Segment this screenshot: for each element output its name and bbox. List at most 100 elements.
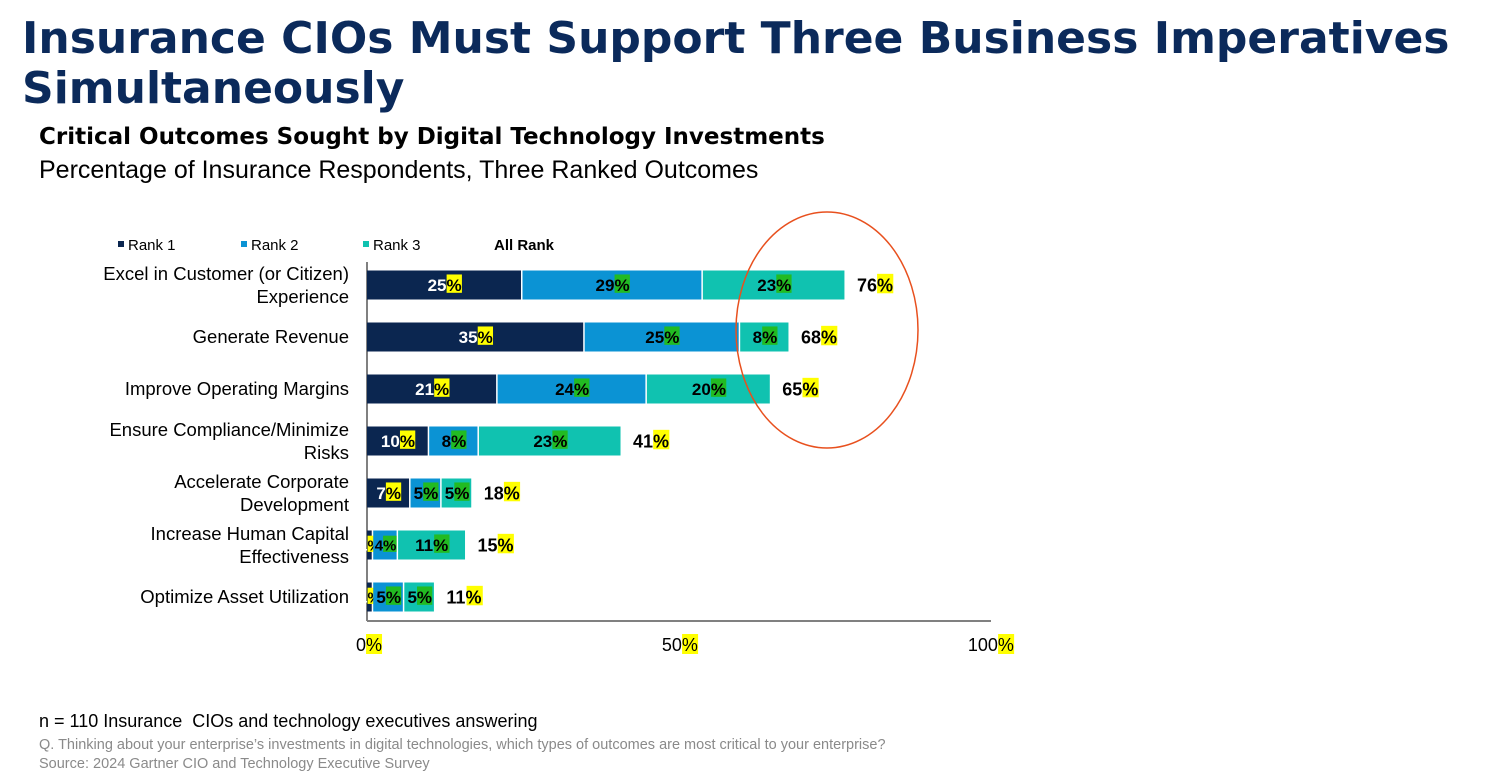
category-label: Accelerate Corporate Development [174, 471, 349, 515]
source-note: Source: 2024 Gartner CIO and Technology … [39, 756, 430, 772]
legend-label-all-rank: All Rank [494, 237, 555, 254]
total-value-label-text: 76% [857, 275, 893, 295]
x-tick-label: 50% [662, 634, 699, 655]
category-label: Improve Operating Margins [125, 378, 349, 399]
bar-value-label-text: 5% [376, 588, 401, 607]
category-label: Increase Human Capital Effectiveness [151, 523, 349, 567]
category-label: Optimize Asset Utilization [140, 586, 349, 607]
bar-value-label-text: 23% [533, 432, 567, 451]
bar-value-label-text: 25% [645, 328, 679, 347]
bar-value-label: 29% [596, 274, 630, 295]
category-label: Excel in Customer (or Citizen) Experience [103, 263, 349, 307]
bar-value-label-text: 10% [381, 432, 415, 451]
bar-value-label: 5% [445, 482, 470, 503]
x-tick-text: 0% [356, 635, 382, 655]
category-label: Ensure Compliance/Minimize Risks [109, 419, 349, 463]
bar-value-label-text: 21% [415, 380, 449, 399]
bar-value-label-text: 11% [415, 536, 448, 555]
bar-rank1 [367, 374, 497, 404]
bar-value-label: 20% [692, 378, 727, 399]
bar-rank3 [478, 426, 621, 456]
bar-rank2 [584, 322, 739, 352]
x-tick-text: 100% [968, 635, 1014, 655]
total-value-label-text: 18% [484, 483, 520, 503]
bar-value-label-highlight [776, 274, 792, 293]
survey-question: Q. Thinking about your enterprise’s inve… [39, 737, 886, 753]
chart-subtitle: Percentage of Insurance Respondents, Thr… [39, 156, 759, 184]
legend-swatch-rank2 [241, 241, 247, 247]
bar-value-label: 5% [414, 482, 439, 503]
legend-swatch-rank3 [363, 241, 369, 247]
bar-value-label: 5% [407, 586, 433, 607]
bar-value-label: 25% [645, 326, 680, 347]
bar-value-label-text: 5% [414, 484, 439, 503]
page-title: Insurance CIOs Must Support Three Busine… [22, 13, 1450, 114]
x-tick-highlight [998, 634, 1015, 654]
total-value-label-highlight [802, 377, 819, 398]
bar-value-label-text: 4% [375, 537, 397, 554]
total-value-label-text: 15% [478, 535, 514, 555]
bar-value-label-highlight [434, 534, 450, 553]
bar-value-label: 21% [415, 378, 450, 399]
total-value-label-highlight [653, 429, 670, 450]
bar-value-label-text: 23% [757, 276, 791, 295]
bar-value-label-text: 35% [459, 328, 493, 347]
bar-value-label: 8% [442, 430, 467, 451]
bar-value-label: 23% [757, 274, 792, 295]
bar-value-label-text: 5% [445, 484, 470, 503]
bar-value-label-highlight [614, 274, 630, 293]
bar-value-label-highlight [423, 482, 439, 501]
bar-value-label-text: 24% [555, 380, 589, 399]
bar-value-label-highlight [574, 378, 590, 397]
bar-value-label-highlight [552, 430, 568, 449]
total-value-label: 41% [633, 429, 670, 451]
bar-value-label: 7% [376, 482, 402, 503]
total-value-label: 18% [484, 481, 521, 503]
legend-label-rank2: Rank 2 [251, 237, 299, 254]
bar-value-label: 4% [375, 535, 397, 554]
bar-rank3 [646, 374, 770, 404]
bar-value-label-text: 25% [428, 276, 462, 295]
x-tick-highlight [366, 634, 383, 654]
bar-value-label-highlight [446, 274, 462, 293]
bar-value-label-text: 20% [692, 380, 726, 399]
bar-rank2 [497, 374, 646, 404]
bar-value-label-highlight [434, 378, 450, 397]
total-value-label-text: 41% [633, 431, 669, 451]
total-value-label-highlight [503, 481, 521, 502]
bar-value-label: 8% [753, 326, 778, 347]
bar-value-label-text: 5% [407, 588, 432, 607]
bar-value-label: 10% [381, 430, 416, 451]
total-value-label-text: 65% [782, 379, 818, 399]
bar-value-label: 35% [459, 326, 494, 347]
bar-value-label: 24% [555, 378, 590, 399]
bar-value-label-highlight [399, 430, 416, 449]
bar-rank3 [702, 270, 845, 300]
total-value-label: 76% [857, 273, 894, 295]
bar-value-label-highlight [454, 482, 470, 501]
bar-rank1 [367, 426, 428, 456]
bar-value-label-highlight [477, 326, 494, 345]
x-tick-text: 50% [662, 635, 698, 655]
bar-value-label-highlight [416, 586, 433, 605]
total-value-label-highlight [877, 273, 894, 294]
bar-value-label-highlight [383, 535, 397, 552]
bar-rank2 [522, 270, 702, 300]
bar-value-label-highlight [664, 326, 680, 345]
legend-label-rank3: Rank 3 [373, 237, 421, 254]
total-value-label: 68% [801, 325, 838, 347]
x-tick-label: 100% [968, 634, 1015, 655]
total-value-label-highlight [497, 533, 514, 554]
bar-value-label-highlight [762, 326, 778, 345]
bar-rank1 [367, 322, 584, 352]
bar-value-label: 23% [533, 430, 568, 451]
total-value-label: 11% [446, 585, 483, 607]
bar-value-label-highlight [451, 430, 467, 449]
bar-value-label-highlight [710, 378, 727, 397]
bar-value-label-text: 8% [442, 432, 467, 451]
legend-label-rank1: Rank 1 [128, 237, 176, 254]
bar-value-label-text: 7% [376, 484, 401, 503]
x-tick-label: 0% [356, 634, 383, 655]
bar-rank3 [398, 530, 466, 560]
highlight-circle [735, 211, 919, 449]
